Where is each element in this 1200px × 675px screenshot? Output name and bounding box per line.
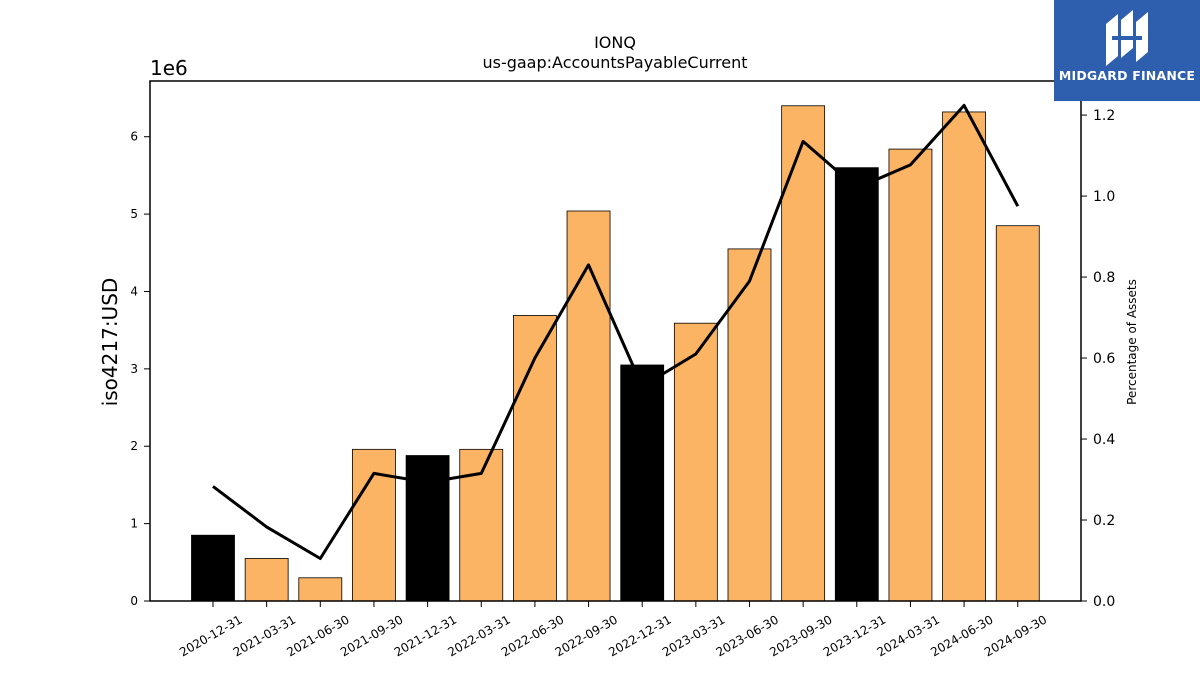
chart-subtitle: us-gaap:AccountsPayableCurrent (482, 53, 747, 72)
y-tick-label: 0 (130, 594, 138, 608)
bar (942, 111, 986, 602)
bar (834, 167, 879, 602)
y-tick-label: 5 (130, 207, 138, 221)
y-tick-label: 4 (130, 284, 138, 298)
y-tick-label: 1 (130, 517, 138, 531)
logo-text: MIDGARD FINANCE (1058, 68, 1196, 83)
y2-tick-label: 0.0 (1093, 594, 1115, 610)
bar (995, 225, 1040, 602)
y-tick-label: 6 (130, 130, 138, 144)
midgard-logo-icon (1106, 10, 1148, 66)
bar (781, 105, 826, 602)
plot-frame (149, 80, 1082, 602)
midgard-finance-logo: MIDGARD FINANCE (1054, 0, 1200, 101)
bar (620, 364, 665, 602)
y2-tick-label: 0.2 (1093, 513, 1115, 529)
chart-title: IONQ (594, 33, 636, 52)
bar (673, 322, 718, 602)
bar (191, 534, 235, 602)
bar (298, 577, 343, 602)
bar (888, 148, 933, 602)
percentage-line (212, 103, 1020, 560)
y-tick-label: 2 (130, 439, 138, 453)
y-offset-label: 1e6 (150, 56, 188, 80)
bar (566, 210, 611, 602)
bar (513, 315, 557, 602)
y2-tick-label: 1.2 (1093, 108, 1115, 124)
y2-axis-label: Percentage of Assets (1125, 279, 1139, 405)
bar (244, 558, 289, 602)
bar (405, 455, 450, 602)
y2-tick-label: 0.4 (1093, 432, 1115, 448)
bar (727, 248, 772, 602)
y2-tick-label: 1.0 (1093, 189, 1115, 205)
y2-tick-label: 0.8 (1093, 270, 1115, 286)
y2-tick-label: 0.6 (1093, 351, 1115, 367)
y-tick-label: 3 (130, 362, 138, 376)
y-axis-label: iso4217:USD (98, 278, 122, 407)
